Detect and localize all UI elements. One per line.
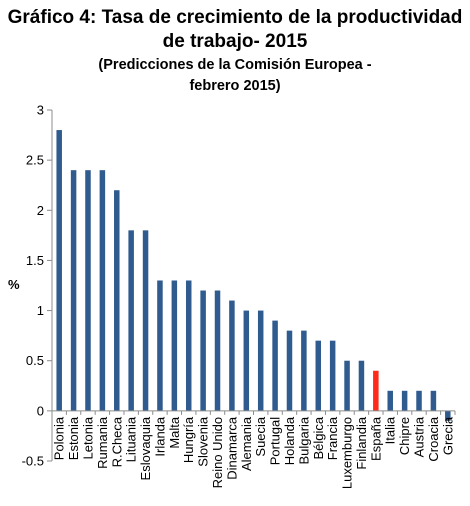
category-label: Reino Unido — [210, 417, 225, 489]
bar-4 — [114, 190, 120, 411]
category-label: Grecia — [440, 416, 455, 455]
category-label: Estonia — [66, 416, 81, 460]
title-block: Gráfico 4: Tasa de crecimiento de la pro… — [0, 6, 470, 96]
category-label: Portugal — [268, 417, 283, 466]
y-tick-label: 1.5 — [26, 253, 44, 268]
bar-22 — [373, 370, 379, 411]
y-tick-label: 0.5 — [26, 353, 44, 368]
category-label: Hungría — [181, 416, 196, 463]
bar-11 — [214, 290, 221, 411]
category-label: Bélgica — [311, 416, 326, 459]
y-tick-label: 0 — [37, 403, 44, 418]
category-label: Malta — [167, 416, 182, 449]
bar-21 — [358, 360, 365, 411]
bar-1 — [70, 170, 77, 411]
bar-13 — [243, 310, 250, 411]
bar-3 — [99, 170, 106, 411]
category-label: R.Checa — [109, 416, 124, 467]
bar-10 — [200, 290, 206, 411]
category-label: Austria — [412, 416, 427, 457]
bar-15 — [272, 320, 278, 411]
y-tick-label: -0.5 — [22, 454, 44, 469]
category-label: Dinamarca — [224, 416, 239, 480]
bars — [56, 130, 451, 421]
bar-23 — [387, 390, 393, 411]
bar-8 — [171, 280, 178, 411]
category-label: Luxemburgo — [340, 417, 355, 489]
chart-subtitle-line2: febrero 2015) — [189, 78, 281, 94]
category-label: Letonia — [80, 416, 95, 459]
bar-26 — [430, 390, 437, 411]
bar-24 — [401, 390, 408, 411]
y-tick-label: 2 — [37, 203, 44, 218]
y-axis: 3 2.5 2 1.5 1 0.5 0 -0.5 — [22, 103, 53, 469]
category-label: Alemania — [239, 416, 254, 471]
bar-17 — [301, 330, 307, 411]
category-label: Suecia — [253, 416, 268, 457]
category-label: Finlandia — [354, 416, 369, 470]
category-label: Lituania — [124, 416, 139, 462]
category-label: Irlanda — [152, 416, 167, 457]
y-tick-label: 2.5 — [26, 153, 44, 168]
x-axis: Polonia Estonia Letonia Rumania R.Checa Litua… — [52, 410, 456, 489]
bar-25 — [416, 390, 422, 411]
category-label: Slovenia — [196, 416, 211, 467]
y-axis-title: % — [8, 277, 20, 292]
y-tick-label: 3 — [37, 103, 44, 118]
bar-20 — [344, 360, 350, 411]
bar-27 — [445, 410, 451, 421]
category-label: Eslovaquia — [138, 416, 153, 480]
bar-2 — [85, 170, 91, 411]
category-label: Polonia — [52, 416, 67, 460]
category-label: Holanda — [282, 416, 297, 465]
bar-0 — [56, 130, 62, 411]
bar-6 — [142, 230, 149, 411]
y-tick-label: 1 — [37, 303, 44, 318]
bar-7 — [157, 280, 163, 411]
chart-title: Gráfico 4: Tasa de crecimiento de la pro… — [7, 7, 463, 52]
bar-5 — [128, 230, 134, 411]
category-label: España — [368, 416, 383, 461]
category-label: Rumania — [95, 416, 110, 469]
bar-16 — [286, 330, 293, 411]
category-label: Bulgaria — [296, 416, 311, 464]
category-label: Italia — [383, 416, 398, 444]
bar-19 — [329, 340, 336, 411]
chart-subtitle-line1: (Predicciones de la Comisión Europea - — [98, 57, 372, 73]
bar-12 — [229, 300, 235, 411]
category-label: Francia — [325, 416, 340, 460]
category-label: Chipre — [397, 417, 412, 455]
category-label: Croacia — [426, 416, 441, 462]
bar-9 — [185, 280, 192, 411]
bar-18 — [315, 340, 322, 411]
bar-14 — [257, 310, 264, 411]
